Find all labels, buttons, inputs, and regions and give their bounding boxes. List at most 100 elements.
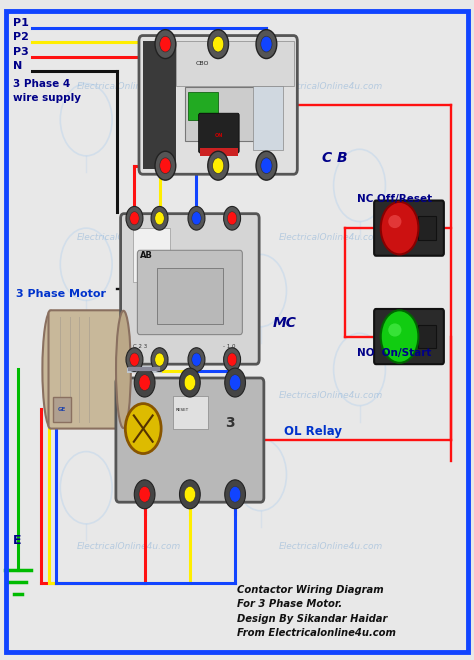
- Circle shape: [229, 486, 241, 502]
- Circle shape: [261, 158, 272, 174]
- FancyBboxPatch shape: [374, 309, 444, 364]
- Text: E: E: [13, 533, 22, 546]
- Circle shape: [225, 368, 246, 397]
- Bar: [419, 325, 437, 348]
- Text: 3 Phase Motor: 3 Phase Motor: [16, 289, 106, 299]
- Text: P3: P3: [13, 47, 29, 57]
- Text: C B: C B: [322, 151, 347, 166]
- Text: Contactor Wiring Diagram: Contactor Wiring Diagram: [237, 585, 383, 595]
- Bar: [143, 41, 176, 169]
- Text: ElectricalOnline4u.com: ElectricalOnline4u.com: [279, 234, 383, 242]
- Text: NC Off/Reset: NC Off/Reset: [357, 194, 432, 204]
- FancyBboxPatch shape: [199, 113, 239, 153]
- Circle shape: [139, 375, 150, 391]
- Text: ElectricalOnline4u.com: ElectricalOnline4u.com: [279, 543, 383, 551]
- Bar: [53, 397, 71, 422]
- Text: AB: AB: [140, 251, 153, 259]
- Circle shape: [188, 207, 205, 230]
- Circle shape: [208, 30, 228, 59]
- Text: ElectricalOnline4u.com: ElectricalOnline4u.com: [76, 234, 181, 242]
- Text: For 3 Phase Motor.: For 3 Phase Motor.: [237, 599, 342, 609]
- Text: ElectricalOnline4u.com: ElectricalOnline4u.com: [279, 391, 383, 400]
- Circle shape: [192, 212, 201, 225]
- Circle shape: [192, 353, 201, 366]
- Bar: [176, 41, 293, 86]
- Circle shape: [126, 348, 143, 372]
- Circle shape: [126, 207, 143, 230]
- Circle shape: [151, 207, 168, 230]
- Circle shape: [134, 368, 155, 397]
- Circle shape: [224, 348, 241, 372]
- Text: wire supply: wire supply: [13, 93, 81, 103]
- Bar: [133, 228, 170, 282]
- Ellipse shape: [388, 215, 401, 228]
- Circle shape: [229, 375, 241, 391]
- Circle shape: [228, 353, 237, 366]
- Circle shape: [160, 158, 171, 174]
- Text: ElectricalOnline4u.com: ElectricalOnline4u.com: [76, 543, 181, 551]
- Ellipse shape: [116, 311, 131, 428]
- Circle shape: [212, 158, 224, 174]
- Circle shape: [184, 486, 196, 502]
- FancyBboxPatch shape: [374, 201, 444, 255]
- Text: ElectricalOnline4u.com: ElectricalOnline4u.com: [76, 391, 181, 400]
- FancyBboxPatch shape: [137, 250, 242, 335]
- Circle shape: [261, 36, 272, 52]
- FancyBboxPatch shape: [116, 378, 264, 502]
- Text: ElectricalOnline4u.com: ElectricalOnline4u.com: [279, 82, 383, 91]
- Bar: [188, 92, 218, 120]
- Text: N: N: [13, 61, 22, 71]
- Circle shape: [160, 36, 171, 52]
- Circle shape: [130, 212, 139, 225]
- Bar: [419, 216, 437, 240]
- Bar: [200, 148, 238, 156]
- Circle shape: [228, 212, 237, 225]
- Circle shape: [184, 375, 196, 391]
- Circle shape: [151, 348, 168, 372]
- Text: NO  On/Start: NO On/Start: [357, 348, 431, 358]
- Circle shape: [155, 151, 176, 180]
- Circle shape: [256, 151, 277, 180]
- Circle shape: [381, 202, 419, 254]
- Text: ElectricalOnline4u.com: ElectricalOnline4u.com: [76, 82, 181, 91]
- Text: CBO: CBO: [196, 61, 209, 67]
- Text: GE: GE: [58, 407, 66, 412]
- Circle shape: [224, 207, 241, 230]
- Text: Design By Sikandar Haidar: Design By Sikandar Haidar: [237, 614, 387, 624]
- Text: - 1 0: - 1 0: [223, 344, 236, 348]
- Text: P2: P2: [13, 32, 29, 42]
- Circle shape: [134, 480, 155, 509]
- FancyBboxPatch shape: [120, 214, 259, 364]
- Text: OL Relay: OL Relay: [284, 425, 342, 438]
- Circle shape: [125, 404, 161, 453]
- Circle shape: [212, 36, 224, 52]
- Circle shape: [139, 486, 150, 502]
- Circle shape: [155, 212, 164, 225]
- Text: 3: 3: [225, 416, 234, 430]
- Ellipse shape: [43, 319, 54, 420]
- Circle shape: [208, 151, 228, 180]
- Circle shape: [155, 30, 176, 59]
- Ellipse shape: [42, 311, 59, 428]
- Text: ON: ON: [215, 133, 223, 138]
- Bar: [157, 268, 223, 324]
- Text: From Electricalonline4u.com: From Electricalonline4u.com: [237, 628, 396, 638]
- Text: P1: P1: [13, 18, 29, 28]
- FancyBboxPatch shape: [48, 310, 125, 428]
- Text: C 2 3: C 2 3: [133, 344, 147, 348]
- Circle shape: [180, 480, 200, 509]
- Circle shape: [225, 480, 246, 509]
- Bar: [173, 397, 208, 428]
- Bar: [185, 87, 268, 141]
- Circle shape: [381, 310, 419, 363]
- FancyBboxPatch shape: [139, 36, 297, 174]
- Circle shape: [130, 353, 139, 366]
- Ellipse shape: [388, 323, 401, 337]
- Circle shape: [180, 368, 200, 397]
- Text: 3 Phase 4: 3 Phase 4: [13, 79, 71, 89]
- Bar: [253, 86, 283, 150]
- Text: MC: MC: [273, 315, 296, 330]
- Circle shape: [256, 30, 277, 59]
- Circle shape: [188, 348, 205, 372]
- Text: RESET: RESET: [175, 408, 189, 412]
